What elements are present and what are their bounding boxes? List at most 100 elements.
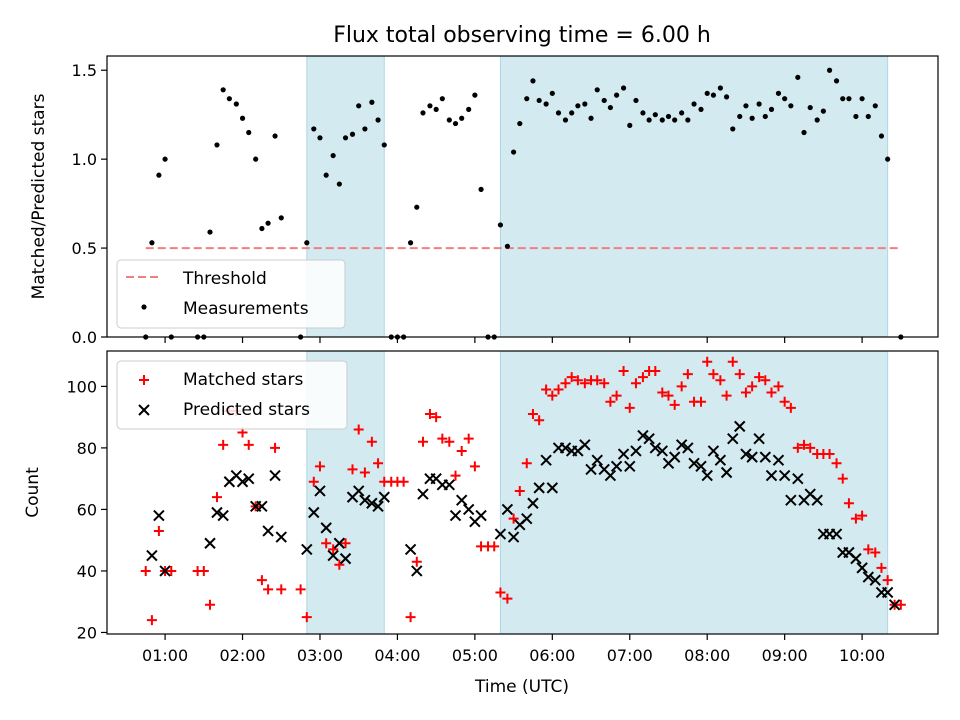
y-tick-label: 20 <box>77 623 97 642</box>
measurement-point <box>543 101 549 107</box>
predicted-point <box>494 528 507 540</box>
matched-point <box>824 449 835 460</box>
predicted-point <box>610 460 623 473</box>
matched-point <box>340 538 351 549</box>
matched-point <box>721 390 732 401</box>
matched-point <box>747 381 758 392</box>
matched-point <box>895 599 906 610</box>
matched-point <box>405 612 416 623</box>
predicted-point <box>727 432 739 445</box>
measurement-point <box>278 215 284 221</box>
measurement-point <box>311 126 317 132</box>
matched-point <box>708 369 719 380</box>
matched-point <box>205 599 216 610</box>
measurement-point <box>710 92 717 98</box>
predicted-point <box>668 451 681 463</box>
matched-point <box>553 384 564 395</box>
matched-point <box>295 584 306 595</box>
predicted-point <box>675 439 688 451</box>
predicted-point <box>339 552 352 565</box>
matched-point <box>715 375 726 386</box>
matched-point <box>618 365 629 376</box>
measurement-point <box>272 133 278 139</box>
predicted-point <box>204 537 216 549</box>
matched-point <box>876 562 887 573</box>
matched-point <box>502 593 513 604</box>
measurement-point <box>336 181 342 187</box>
predicted-point <box>443 479 456 491</box>
measurement-point <box>795 74 801 80</box>
measurement-point <box>613 92 620 98</box>
matched-point <box>792 442 803 453</box>
matched-point <box>785 402 796 413</box>
matched-point <box>411 556 422 567</box>
measurement-point <box>814 117 820 123</box>
legend-predicted-swatch <box>138 404 150 416</box>
measurement-point <box>768 106 775 112</box>
x-tick-label: 02:00 <box>219 646 265 665</box>
measurement-point <box>439 96 445 102</box>
matched-point <box>347 464 358 475</box>
measurement-point <box>756 101 762 107</box>
measurement-point <box>375 117 381 123</box>
predicted-point <box>243 472 255 485</box>
matched-point <box>489 541 500 552</box>
matched-point <box>527 409 538 420</box>
predicted-point <box>656 445 668 457</box>
measurement-point <box>362 126 368 132</box>
measurement-point <box>233 101 239 107</box>
predicted-point <box>850 552 862 565</box>
matched-point <box>773 381 784 392</box>
matched-point <box>766 387 777 398</box>
measurement-point <box>594 87 600 93</box>
measurement-point <box>679 110 685 116</box>
matched-point <box>444 436 455 447</box>
predicted-point <box>333 537 346 549</box>
matched-point <box>734 369 745 380</box>
measurement-point <box>665 113 672 120</box>
predicted-point <box>714 454 727 466</box>
predicted-point <box>579 439 591 451</box>
predicted-point <box>753 432 765 445</box>
measurement-point <box>549 90 555 96</box>
legend-box <box>116 259 346 329</box>
predicted-point <box>707 445 720 457</box>
measurement-point <box>330 152 336 159</box>
matched-point <box>424 409 435 420</box>
y-tick-label: 80 <box>77 439 97 458</box>
predicted-point <box>682 442 694 454</box>
predicted-point <box>320 522 332 534</box>
measurement-point <box>737 113 743 120</box>
predicted-point <box>559 442 572 454</box>
predicted-point <box>591 454 603 466</box>
measurement-point <box>826 67 833 73</box>
matched-point <box>314 461 325 472</box>
measurement-point <box>504 243 510 249</box>
x-tick-label: 01:00 <box>142 646 188 665</box>
matched-point <box>831 458 842 469</box>
matched-point <box>547 390 558 401</box>
legend: Threshold Measurements <box>116 259 346 329</box>
y-tick-label: 0.5 <box>72 239 97 258</box>
measurement-point <box>356 103 362 109</box>
measurement-point <box>459 115 465 121</box>
measurement-point <box>517 120 523 127</box>
y-tick-label: 1.0 <box>72 150 97 169</box>
predicted-point <box>617 448 630 460</box>
matched-point <box>276 584 287 595</box>
y-tick-label: 1.5 <box>72 61 97 80</box>
predicted-point <box>734 420 746 433</box>
measurement-point <box>672 117 678 123</box>
matched-point <box>166 565 177 576</box>
matched-point <box>353 424 364 435</box>
legend-label: Threshold <box>182 269 267 289</box>
matched-point <box>243 439 254 450</box>
measurement-point <box>420 110 426 116</box>
measurement-point <box>149 240 155 246</box>
measurement-point <box>640 110 646 116</box>
measurement-point <box>524 96 530 102</box>
matched-point <box>541 384 552 395</box>
predicted-point <box>236 476 249 488</box>
matched-point <box>696 396 707 407</box>
matched-point <box>153 525 164 536</box>
